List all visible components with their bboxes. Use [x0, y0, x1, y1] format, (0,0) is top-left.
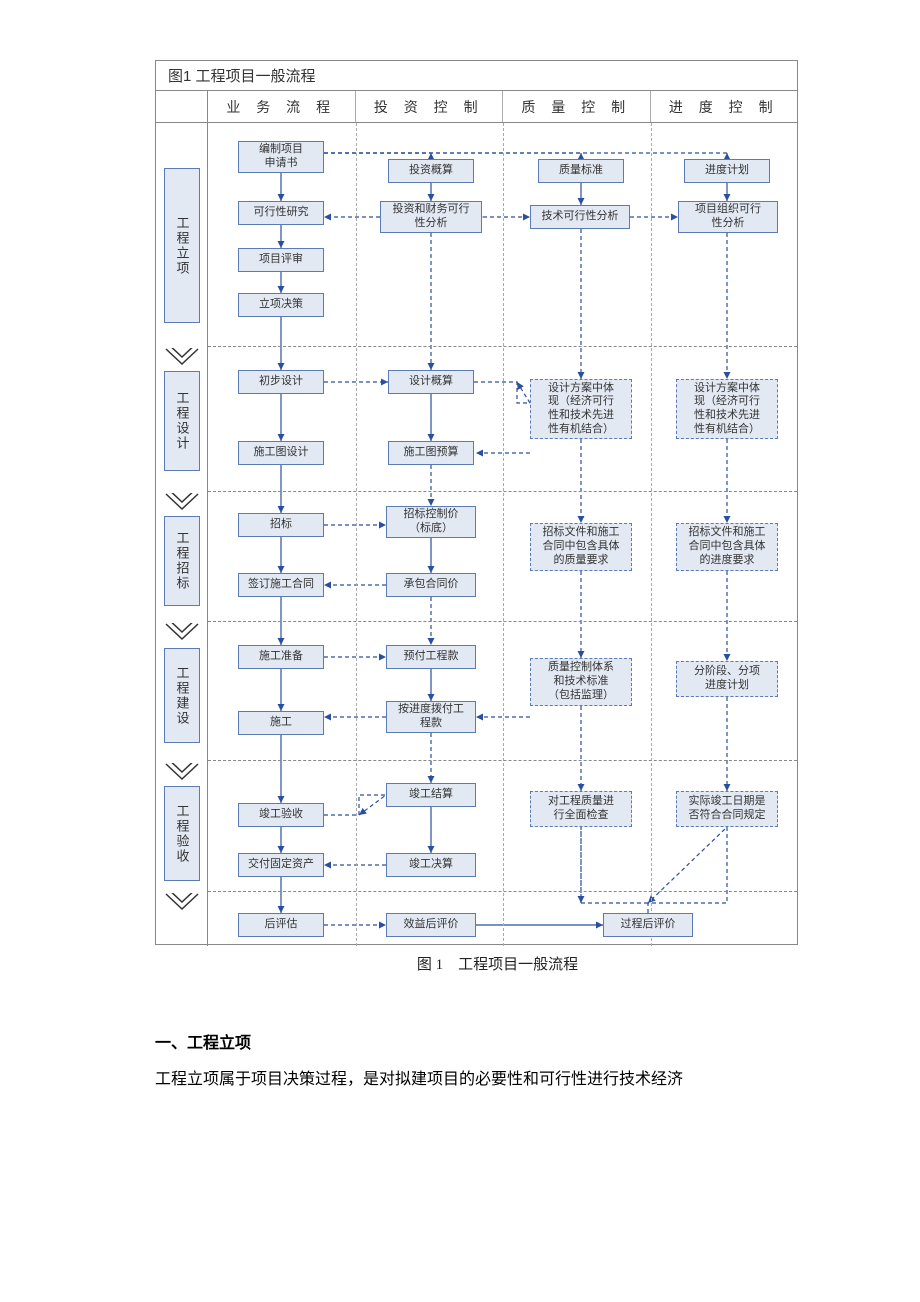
flow-node: 按进度拨付工程款 — [386, 701, 476, 733]
phase-label: 工程立项 — [164, 168, 200, 323]
col-header-investment: 投 资 控 制 — [356, 91, 504, 122]
flow-node: 投资概算 — [388, 159, 474, 183]
flow-node: 投资和财务可行性分析 — [380, 201, 482, 233]
flow-node: 施工 — [238, 711, 324, 735]
flow-node: 招标文件和施工合同中包含具体的进度要求 — [676, 523, 778, 571]
flow-node: 预付工程款 — [386, 645, 476, 669]
flow-node: 编制项目申请书 — [238, 141, 324, 173]
figure-container: 图1 工程项目一般流程 业 务 流 程 投 资 控 制 质 量 控 制 进 度 … — [155, 60, 798, 945]
body-paragraph: 工程立项属于项目决策过程，是对拟建项目的必要性和可行性进行技术经济 — [155, 1065, 840, 1095]
phase-label: 工程招标 — [164, 516, 200, 606]
phase-divider — [208, 760, 797, 761]
column-divider — [651, 123, 652, 946]
chevron-down-icon — [165, 623, 199, 641]
flow-node: 实际竣工日期是否符合合同规定 — [676, 791, 778, 827]
flow-node: 施工准备 — [238, 645, 324, 669]
phase-divider — [208, 891, 797, 892]
flow-node: 立项决策 — [238, 293, 324, 317]
phase-labels-column: 工程立项工程设计工程招标工程建设工程验收 — [156, 123, 208, 946]
figure-caption: 图 1 工程项目一般流程 — [155, 953, 840, 974]
flow-node: 分阶段、分项进度计划 — [676, 661, 778, 697]
flow-node: 质量控制体系和技术标准（包括监理） — [530, 658, 632, 706]
flow-node: 项目组织可行性分析 — [678, 201, 778, 233]
chevron-down-icon — [165, 893, 199, 911]
figure-title: 图1 工程项目一般流程 — [156, 61, 797, 91]
flow-node: 过程后评价 — [603, 913, 693, 937]
flow-node: 质量标准 — [538, 159, 624, 183]
flow-node: 交付固定资产 — [238, 853, 324, 877]
column-divider — [503, 123, 504, 946]
phase-divider — [208, 491, 797, 492]
flow-node: 竣工结算 — [386, 783, 476, 807]
flow-node: 签订施工合同 — [238, 573, 324, 597]
chevron-down-icon — [165, 493, 199, 511]
phase-divider — [208, 346, 797, 347]
phase-divider — [208, 621, 797, 622]
flow-node: 施工图预算 — [388, 441, 474, 465]
flow-node: 设计方案中体现（经济可行性和技术先进性有机结合） — [676, 379, 778, 439]
header-side-spacer — [156, 91, 208, 122]
flow-node: 招标 — [238, 513, 324, 537]
flowchart-canvas: 编制项目申请书可行性研究项目评审立项决策 投资概算投资和财务可行性分析 质量标准技术… — [208, 123, 797, 946]
flow-node: 设计概算 — [388, 370, 474, 394]
flow-node: 招标控制价（标底） — [386, 506, 476, 538]
flow-node: 招标文件和施工合同中包含具体的质量要求 — [530, 523, 632, 571]
col-header-quality: 质 量 控 制 — [503, 91, 651, 122]
flow-node: 设计方案中体现（经济可行性和技术先进性有机结合） — [530, 379, 632, 439]
flow-node: 竣工验收 — [238, 803, 324, 827]
col-header-business: 业 务 流 程 — [208, 91, 356, 122]
phase-label: 工程建设 — [164, 648, 200, 743]
flow-node: 对工程质量进行全面检查 — [530, 791, 632, 827]
flow-node: 初步设计 — [238, 370, 324, 394]
col-header-schedule: 进 度 控 制 — [651, 91, 798, 122]
column-headers: 业 务 流 程 投 资 控 制 质 量 控 制 进 度 控 制 — [156, 91, 797, 123]
flow-node: 技术可行性分析 — [530, 205, 630, 229]
chevron-down-icon — [165, 763, 199, 781]
flow-node: 竣工决算 — [386, 853, 476, 877]
flow-node: 后评估 — [238, 913, 324, 937]
flow-node: 项目评审 — [238, 248, 324, 272]
chevron-down-icon — [165, 348, 199, 366]
flow-node: 效益后评价 — [386, 913, 476, 937]
flow-node: 施工图设计 — [238, 441, 324, 465]
phase-label: 工程验收 — [164, 786, 200, 881]
section-heading: 一、工程立项 — [155, 1029, 840, 1053]
column-divider — [356, 123, 357, 946]
phase-label: 工程设计 — [164, 371, 200, 471]
flow-node: 进度计划 — [684, 159, 770, 183]
flow-node: 可行性研究 — [238, 201, 324, 225]
flow-node: 承包合同价 — [386, 573, 476, 597]
